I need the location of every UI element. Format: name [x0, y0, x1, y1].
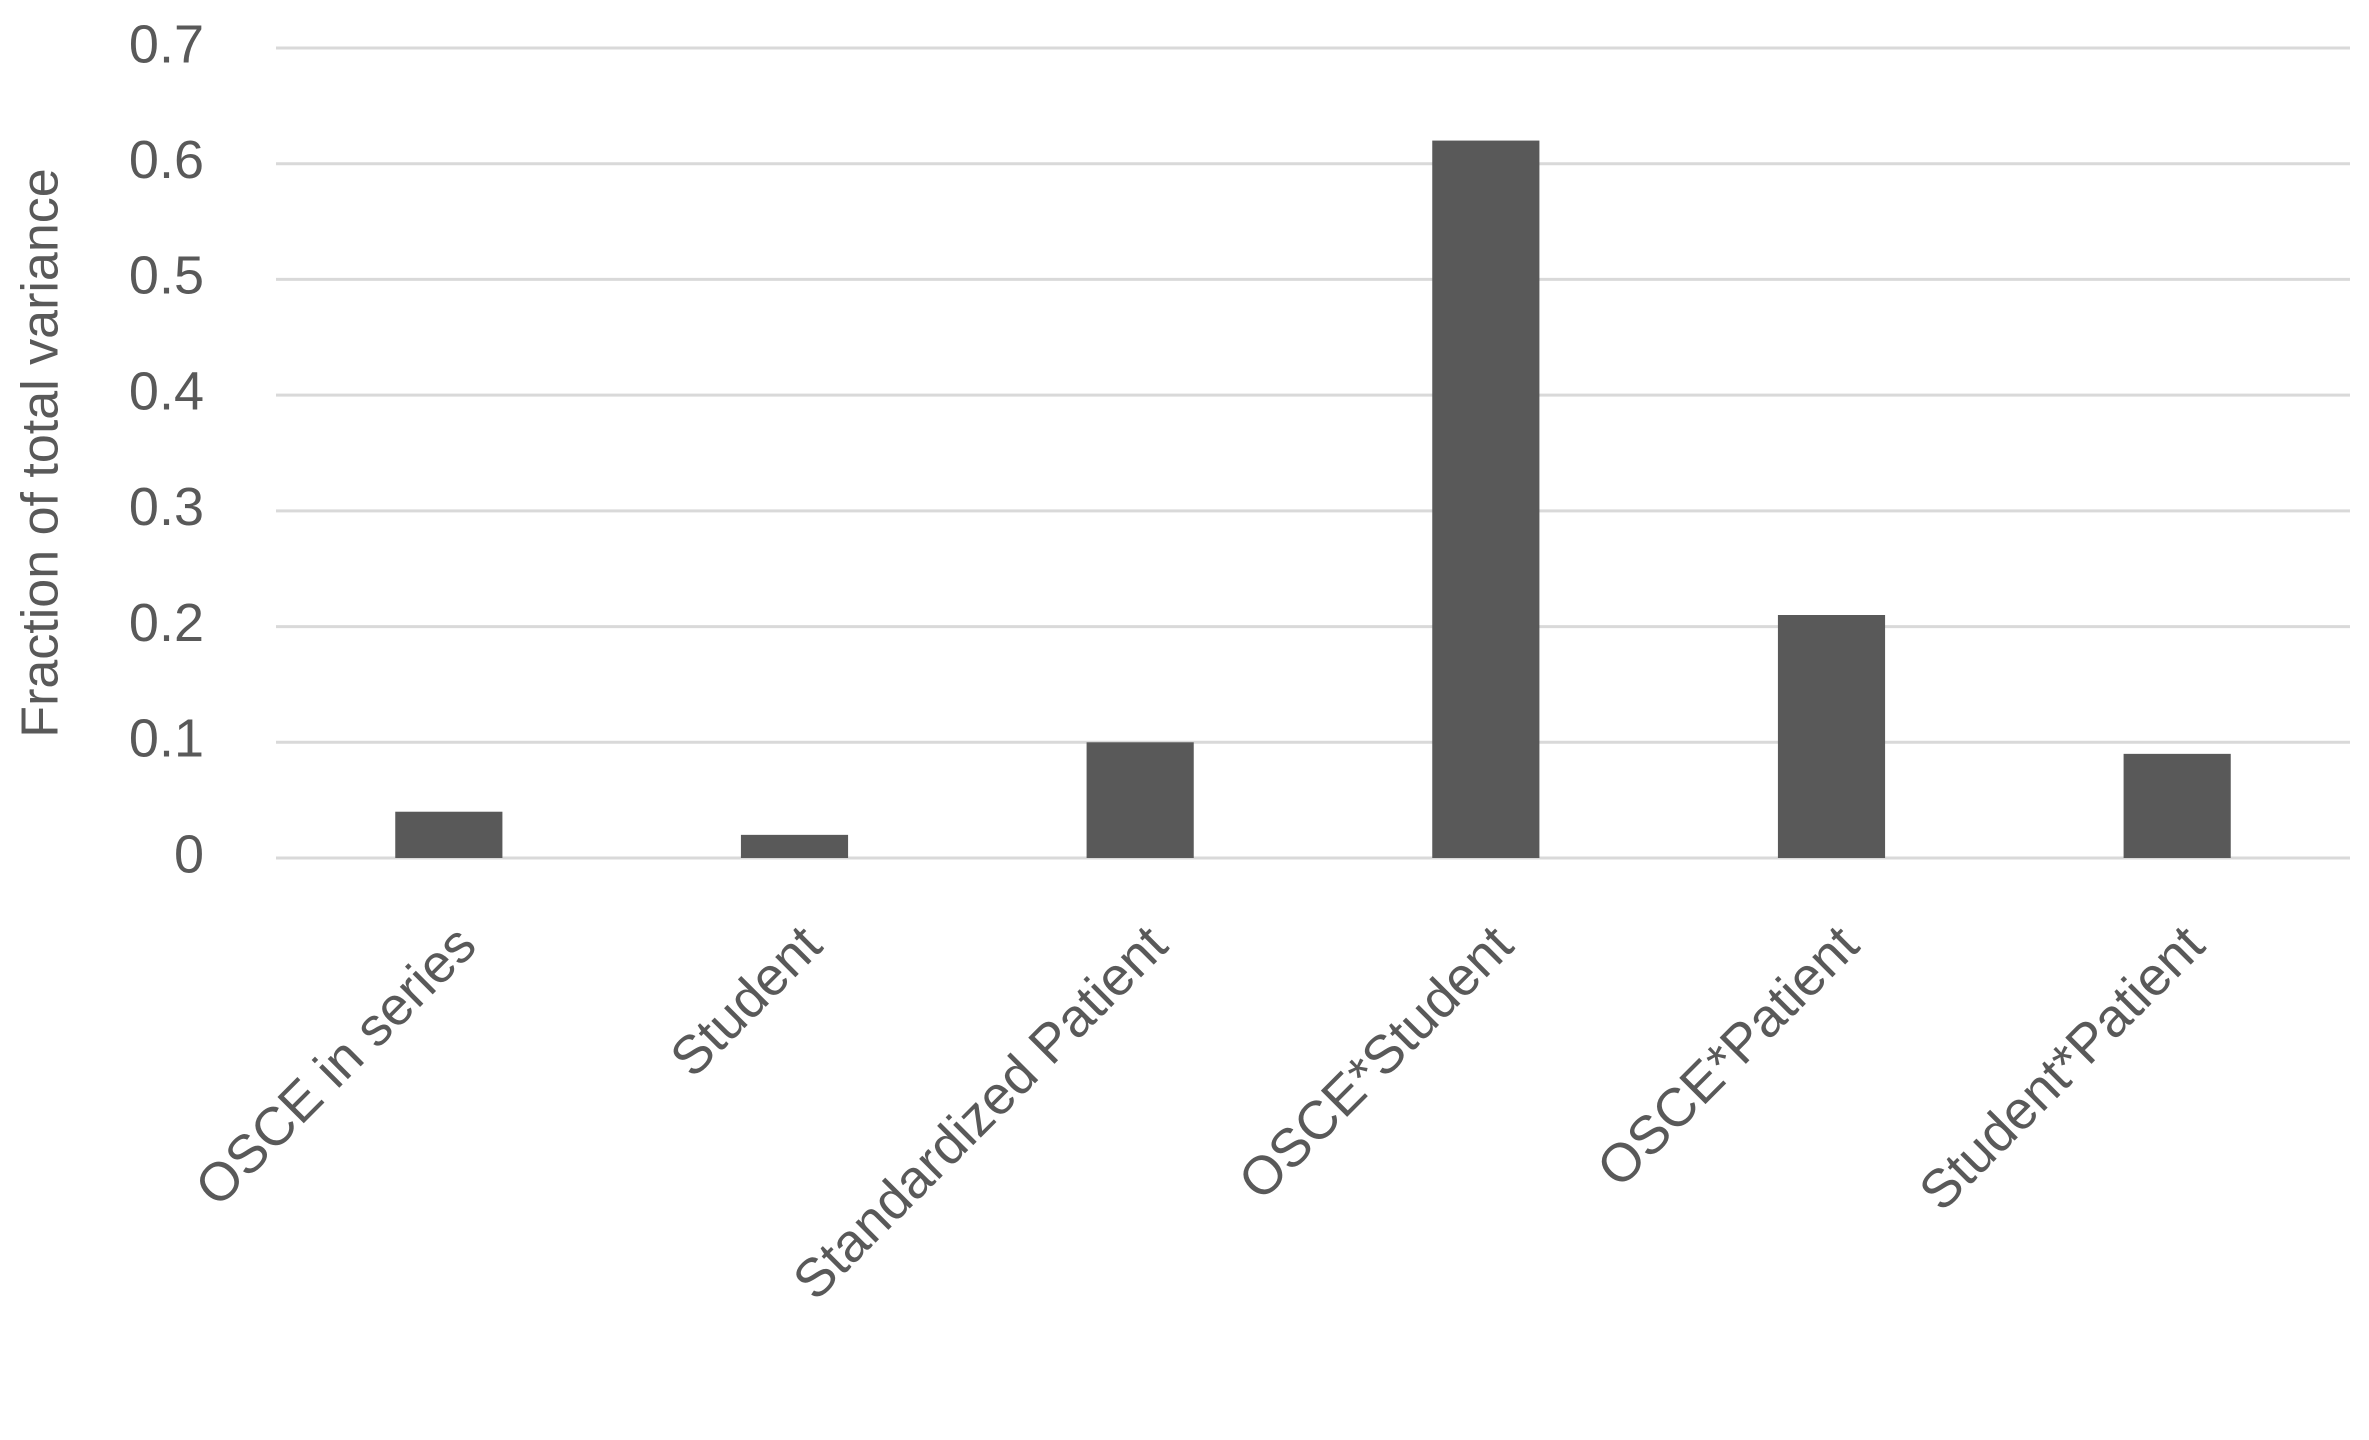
bar — [395, 811, 503, 858]
y-tick-label: 0.2 — [129, 593, 204, 653]
bar — [1777, 615, 1886, 858]
y-axis-title: Fraction of total variance — [12, 168, 70, 737]
x-tick-label: Student — [659, 914, 833, 1088]
y-tick-label: 0.3 — [129, 477, 204, 537]
y-tick-label: 0.5 — [129, 246, 204, 306]
y-tick-label: 0.4 — [129, 361, 204, 421]
y-tick-label: 0.1 — [129, 709, 204, 769]
x-tick-label: OSCE*Patient — [1586, 914, 1870, 1198]
bar — [1086, 742, 1194, 858]
y-tick-label: 0.7 — [129, 14, 204, 74]
bar — [740, 834, 849, 858]
y-tick-label: 0.6 — [129, 130, 204, 190]
x-tick-label: Standardized Patient — [782, 914, 1179, 1311]
y-tick-label: 0 — [174, 824, 204, 884]
x-tick-label: OSCE*Student — [1227, 914, 1524, 1211]
x-tick-label: Student*Patient — [1908, 914, 2216, 1222]
bar — [1432, 140, 1540, 859]
x-tick-label: OSCE in series — [184, 914, 487, 1217]
bar — [2123, 753, 2231, 858]
